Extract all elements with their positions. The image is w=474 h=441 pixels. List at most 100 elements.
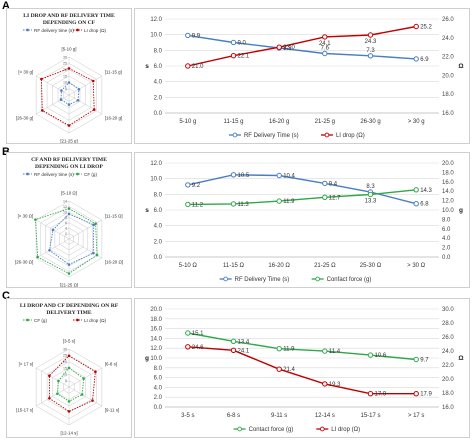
left-axis-label: s [145,207,149,214]
line-chart-a: 0.0 2.0 4.0 6.0 8.0 10.0 12.0 16.0 18.0 20.0 22.0 2… [134,8,470,144]
radar-tick-label: 20 [63,360,67,364]
legend-label: Confact force (g) [327,277,372,283]
left-axis-tick: 2.0 [154,239,163,245]
legend-label: LI drop (Ω) [331,427,360,433]
right-axis-tick: 14.0 [442,189,454,195]
right-axis-tick: 24.0 [442,36,454,42]
data-label: 24.6 [192,345,204,351]
radar-point [94,370,97,373]
radar-spoke-label: [3-5 s] [63,339,75,344]
radar-chart-c: LI DROP AND CF DEPENDING ON RF DELIVERY … [6,298,132,438]
data-point [230,172,237,178]
x-tick-label: 11-15 g [224,119,244,125]
series-line [187,34,417,60]
radar-title-line-1: LI DROP AND CF DEPENDING ON RF [20,303,119,309]
radar-title-line-1: CF AND RF DELIVERY TIME [31,157,107,163]
legend-marker [315,276,320,282]
data-label: 24.1 [319,41,331,47]
data-label: 17.9 [420,392,432,398]
data-label: 9.4 [329,181,338,187]
data-point [185,182,191,188]
radar-svg-b: CF AND RF DELIVERY TIME DEPENDING ON LI … [15,157,123,287]
legend-label: RF Delivery Time (s) [235,277,290,283]
x-tick-label: 16-20 Ω [268,263,290,269]
line-chart-b: 0.0 2.0 4.0 6.0 8.0 10.0 12.0 0.0 2.0 4.0 6.0 8.0 10… [134,152,470,288]
radar-point [57,379,60,383]
right-axis-tick: 26.0 [442,17,454,23]
x-tick-label: 21-25 g [315,119,335,125]
legend-marker [76,28,79,32]
data-point [413,56,419,62]
x-tick-label: 21-25 Ω [314,263,336,269]
left-axis-tick: 4.0 [154,385,163,391]
left-axis-label: s [145,63,149,70]
data-point [322,180,328,187]
right-axis-tick: 20.0 [442,161,454,167]
series-line [187,346,417,395]
data-point [185,330,191,336]
radar-title-line-2: DEPENDING ON CF [43,20,96,26]
right-axis-tick: 16.0 [442,111,454,117]
radar-tick-label: 8 [65,216,67,220]
data-label: 7.6 [321,46,330,52]
right-axis-tick: 10.0 [442,208,454,214]
x-tick-label: 9-11 s [271,413,287,419]
radar-point [59,98,63,101]
radar-spoke-label: [16-20 Ω] [105,260,123,265]
legend-marker [324,132,330,138]
legend-label: RF Delivery Time (s) [244,133,299,139]
legend-label: RF delivery time (s) [34,172,74,177]
data-point [230,338,237,344]
left-axis-tick: 8.0 [154,48,163,54]
radar-point [82,377,85,380]
legend-label: LI drop (Ω) [84,28,107,33]
radar-point [92,223,95,227]
data-label: 24.3 [365,39,377,45]
data-point [276,44,282,50]
radar-spoke-label: [11-15 Ω] [105,214,123,219]
left-axis-tick: 4.0 [154,80,163,86]
radar-tick-label: 10 [63,373,67,377]
right-axis-tick: 18.0 [442,170,454,176]
x-tick-label: 12-14 s [315,413,335,419]
legend-label: LI drop (Ω) [84,318,107,323]
left-axis-tick: 8.0 [154,366,163,372]
data-label: 11.3 [238,202,250,208]
data-label: 7.3 [366,48,375,54]
radar-spoke [68,75,103,96]
radar-point [67,81,71,84]
line-chart-c: 0.0 2.0 4.0 6.0 8.0 10.0 12.0 14.0 16.0 18.0 20.0 1… [134,298,470,438]
radar-spoke-label: [26-30 Ω] [15,260,33,265]
right-axis-tick: 24.0 [442,349,454,355]
right-axis-tick: 28.0 [442,321,454,327]
radar-spoke [35,238,70,259]
data-point [413,201,419,207]
legend-label: Contact force (g) [249,427,294,433]
line-svg-a: 0.0 2.0 4.0 6.0 8.0 10.0 12.0 16.0 18.0 20.0 22.0 2… [145,17,463,139]
left-axis-tick: 10.0 [150,33,162,39]
radar-tick-label: 25 [63,354,67,358]
left-axis-tick: 16.0 [150,327,162,333]
radar-spoke-label: [21-25 g] [60,139,77,144]
radar-title-line-2: DELIVERY TIME [46,310,92,316]
radar-point [67,207,71,210]
right-axis-tick: 20.0 [442,73,454,79]
right-axis-tick: 0.0 [442,255,451,261]
data-point [367,391,374,397]
data-label: 10.4 [283,174,295,180]
radar-tick-label: 15 [63,366,67,370]
left-axis-tick: 12.0 [150,346,162,352]
radar-tick-label: 25 [63,62,67,66]
radar-point [67,212,71,216]
radar-tick-label: 10 [63,81,67,85]
radar-point [41,109,44,112]
data-point [322,194,328,200]
left-axis-tick: 0.0 [154,255,163,261]
right-axis-tick: 16.0 [442,180,454,186]
data-label: 14.3 [420,188,432,194]
radar-point [56,392,59,395]
radar-spoke-label: [5-10 Ω] [61,191,77,196]
x-tick-label: 3-5 s [181,413,194,419]
data-label: 12.7 [329,195,341,201]
radar-spoke-label: [5-10 g] [62,47,77,52]
